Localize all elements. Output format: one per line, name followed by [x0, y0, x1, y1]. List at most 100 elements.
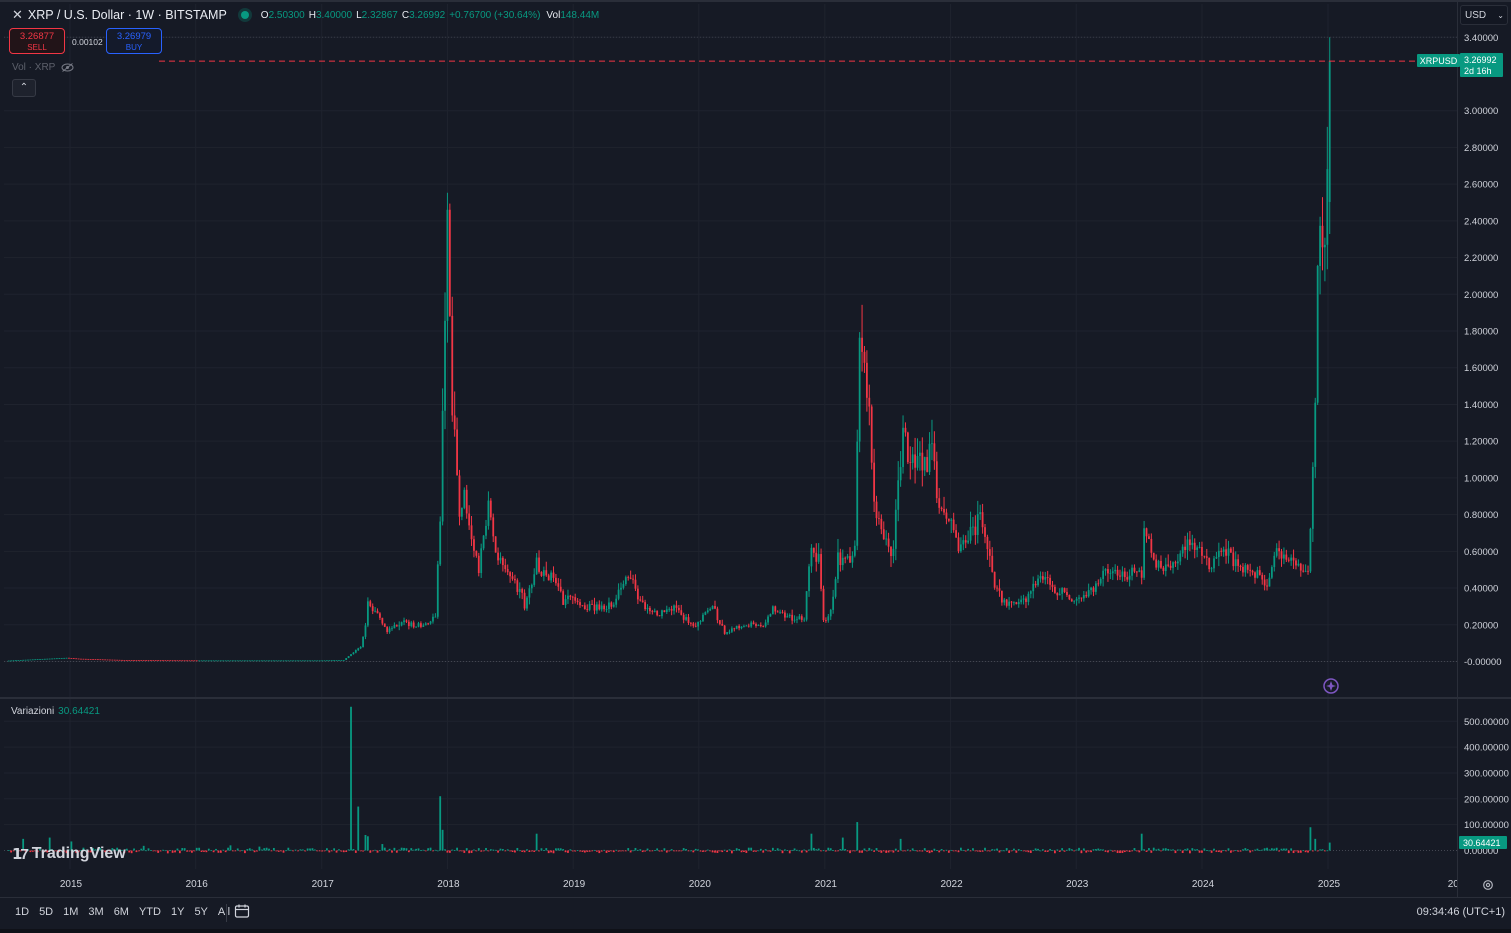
candle[interactable]	[1254, 571, 1256, 584]
candle[interactable]	[1164, 557, 1167, 577]
variation-bar[interactable]	[634, 847, 637, 851]
candle[interactable]	[1034, 580, 1037, 588]
variation-bar[interactable]	[890, 850, 892, 852]
variation-bar[interactable]	[275, 850, 278, 852]
candle[interactable]	[822, 585, 825, 623]
candle[interactable]	[629, 570, 632, 580]
variation-bar[interactable]	[504, 850, 507, 852]
candle[interactable]	[1314, 397, 1317, 479]
candle[interactable]	[31, 659, 34, 661]
variation-bar[interactable]	[1133, 848, 1136, 851]
candle[interactable]	[962, 534, 965, 551]
variation-bar[interactable]	[644, 850, 647, 852]
candle[interactable]	[41, 658, 44, 660]
candle[interactable]	[330, 660, 333, 662]
variation-bar[interactable]	[297, 850, 299, 852]
variation-bar[interactable]	[1280, 848, 1283, 851]
variation-bar[interactable]	[316, 850, 319, 852]
candle[interactable]	[1128, 569, 1131, 587]
candle[interactable]	[504, 558, 507, 573]
variation-bar[interactable]	[424, 850, 427, 852]
candle[interactable]	[318, 660, 321, 662]
candle[interactable]	[776, 610, 779, 613]
variation-bar[interactable]	[880, 850, 883, 853]
variation-bar[interactable]	[405, 848, 408, 851]
variation-bar[interactable]	[803, 849, 806, 851]
variation-bar[interactable]	[432, 850, 434, 852]
tradingview-logo[interactable]: 𝟭7 TradingView	[12, 845, 126, 863]
variation-bar[interactable]	[571, 850, 574, 852]
candle[interactable]	[1090, 586, 1092, 595]
variation-bar[interactable]	[400, 847, 403, 851]
variation-bar[interactable]	[72, 850, 75, 851]
variation-bar[interactable]	[1046, 850, 1049, 852]
candle[interactable]	[453, 391, 456, 437]
variation-bar[interactable]	[19, 850, 22, 852]
variation-bar[interactable]	[364, 834, 367, 851]
candle[interactable]	[788, 613, 791, 618]
variation-bar[interactable]	[851, 850, 854, 852]
candle[interactable]	[236, 660, 239, 662]
variation-bar[interactable]	[89, 850, 92, 853]
variation-bar[interactable]	[714, 850, 716, 853]
candle[interactable]	[935, 451, 938, 504]
variation-bar[interactable]	[477, 848, 480, 851]
candle[interactable]	[140, 660, 143, 661]
candle[interactable]	[1157, 559, 1160, 572]
variation-bar[interactable]	[514, 850, 516, 853]
variation-bar[interactable]	[217, 850, 220, 853]
variation-bar[interactable]	[439, 796, 442, 851]
candle[interactable]	[1278, 540, 1280, 560]
candle[interactable]	[347, 656, 350, 659]
variation-bar[interactable]	[29, 850, 32, 853]
candle[interactable]	[1229, 546, 1232, 554]
variation-bar[interactable]	[1314, 838, 1317, 851]
candle[interactable]	[451, 296, 454, 422]
candle[interactable]	[1092, 586, 1095, 597]
variation-bar[interactable]	[899, 838, 902, 851]
range-button-1d[interactable]: 1D	[15, 906, 30, 918]
variation-bar[interactable]	[825, 850, 827, 852]
variation-bar[interactable]	[130, 850, 133, 854]
candle[interactable]	[1304, 564, 1307, 573]
variation-bar[interactable]	[1017, 849, 1020, 851]
variation-bar[interactable]	[1160, 850, 1162, 852]
candle[interactable]	[868, 384, 871, 426]
variation-bar[interactable]	[972, 848, 974, 851]
candle[interactable]	[297, 660, 299, 662]
buy-button[interactable]: 3.26979 BUY	[106, 28, 162, 54]
variation-bar[interactable]	[863, 848, 866, 851]
candle[interactable]	[186, 660, 188, 662]
variation-bar[interactable]	[914, 850, 916, 852]
candle[interactable]	[183, 660, 186, 662]
range-button-1m[interactable]: 1M	[63, 906, 79, 918]
candle[interactable]	[800, 614, 803, 623]
variation-bar[interactable]	[1119, 850, 1121, 854]
variation-bar[interactable]	[955, 850, 957, 852]
variation-bar[interactable]	[1013, 848, 1015, 851]
candle[interactable]	[1066, 588, 1068, 597]
variation-bar[interactable]	[1254, 849, 1256, 851]
candle[interactable]	[323, 660, 326, 662]
variation-bar[interactable]	[1111, 850, 1114, 852]
variation-bar[interactable]	[43, 850, 46, 852]
variation-bar[interactable]	[58, 850, 61, 853]
variation-bar[interactable]	[497, 850, 499, 853]
variation-bar[interactable]	[1027, 850, 1030, 853]
candle[interactable]	[123, 660, 126, 661]
candle[interactable]	[70, 658, 73, 659]
variation-bar[interactable]	[931, 850, 933, 853]
candle[interactable]	[846, 553, 849, 560]
variation-bar[interactable]	[106, 850, 109, 852]
variation-bar[interactable]	[902, 850, 904, 852]
candle[interactable]	[379, 612, 381, 620]
variation-bar[interactable]	[1167, 848, 1170, 851]
variation-bar[interactable]	[1229, 850, 1232, 853]
variation-bar[interactable]	[865, 850, 868, 852]
variation-bar[interactable]	[494, 849, 497, 851]
candle[interactable]	[530, 583, 533, 594]
candle[interactable]	[769, 613, 772, 617]
variation-bar[interactable]	[99, 847, 102, 851]
candle[interactable]	[894, 499, 897, 561]
candle[interactable]	[670, 605, 673, 616]
